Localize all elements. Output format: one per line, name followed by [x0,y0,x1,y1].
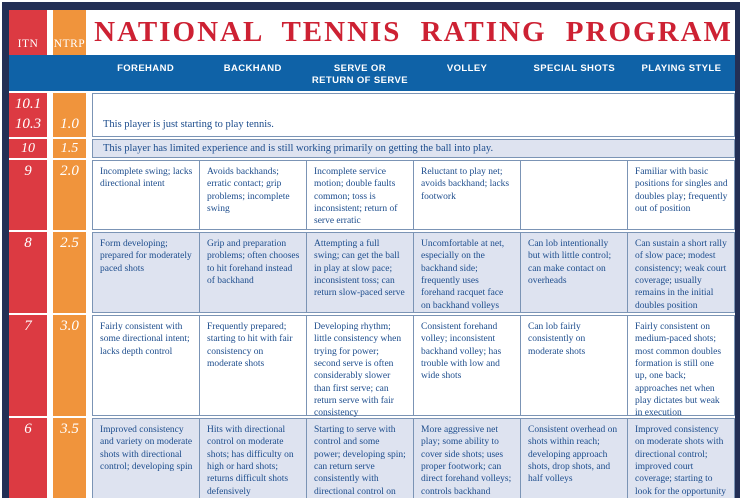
volley-cell: More aggressive net play; some ability t… [414,419,521,498]
forehand-cell: Form developing; prepared for moderately… [93,233,200,312]
ntrp-cell: 3.5 [53,418,86,498]
column-header-label: SERVE OR [333,63,386,74]
special-shots-cell: Can lob fairly consistently on moderate … [521,316,628,415]
special-shots-cell [521,161,628,229]
ntrp-cell: 2.0 [53,160,86,230]
skill-cells: Improved consistency and variety on mode… [92,418,735,498]
special-shots-cell: Consistent overhead on shots within reac… [521,419,628,498]
itn-cell: 7 [9,315,47,416]
column-header-volley: VOLLEY [414,55,521,91]
rating-row-3-0: 7 3.0 Fairly consistent with some direct… [9,315,735,419]
column-header-label: SPECIAL SHOTS [533,63,616,74]
column-header-label: PLAYING STYLE [641,63,722,74]
itn-value: 10 [21,140,35,156]
volley-cell: Reluctant to play net; avoids backhand; … [414,161,521,229]
column-header-label: VOLLEY [446,63,488,74]
playing-style-cell: Familiar with basic positions for single… [635,167,728,215]
column-header-label: FOREHAND [117,63,175,74]
column-header-label-line2: RETURN OF SERVE [311,75,408,87]
playing-style-cell: Fairly consistent on medium-paced shots;… [635,322,722,419]
rating-row-2-5: 8 2.5 Form developing; prepared for mode… [9,232,735,313]
itn-value: 10.3 [14,116,42,132]
column-header-label: BACKHAND [223,63,282,74]
itn-value: 10.1 [14,96,42,112]
itn-cell: 6 [9,418,47,498]
itn-cell: 10.1 10.3 [9,93,47,137]
backhand-cell: Grip and preparation problems; often cho… [200,233,307,312]
backhand-cell: Hits with directional control on moderat… [200,419,307,498]
column-header-backhand: BACKHAND [199,55,306,91]
itn-column-header: ITN [9,10,47,55]
itn-cell: 9 [9,160,47,230]
playing-style-cell: Can sustain a short rally of slow pace; … [635,239,727,311]
column-header-band: FOREHAND BACKHAND SERVE OR RETURN OF SER… [9,55,735,91]
backhand-cell: Avoids backhands; erratic contact; grip … [200,161,307,229]
playing-style-cell: Improved consistency on moderate shots w… [635,425,727,497]
header-band: ITN NTRP NATIONAL TENNIS RATING PROGRAM [9,10,735,55]
ntrp-label: NTRP [53,38,86,50]
forehand-cell: Improved consistency and variety on mode… [93,419,200,498]
serve-cell: Incomplete service motion; double faults… [307,161,414,229]
forehand-cell: Incomplete swing; lacks directional inte… [93,161,200,229]
ntrp-value: 1.5 [60,140,79,156]
serve-cell: Developing rhythm; little consistency wh… [307,316,414,418]
column-header-forehand: FOREHAND [92,55,199,91]
forehand-cell: Fairly consistent with some directional … [93,316,200,415]
itn-cell: 10 [9,139,47,158]
itn-label: ITN [17,38,39,50]
ntrp-cell: 1.5 [53,139,86,158]
volley-cell: Uncomfortable at net, especially on the … [414,233,521,312]
ntrp-cell: 2.5 [53,232,86,313]
title-area: NATIONAL TENNIS RATING PROGRAM [92,10,735,55]
rating-row-1-0: 10.1 10.3 1.0 This player is just starti… [9,93,735,137]
page-title: NATIONAL TENNIS RATING PROGRAM [94,16,733,48]
summary-cell: This player has limited experience and i… [92,139,735,158]
rating-row-1-5: 10 1.5 This player has limited experienc… [9,139,735,158]
skill-cells: Fairly consistent with some directional … [92,315,735,419]
serve-cell: Starting to serve with control and some … [307,419,414,498]
itn-cell: 8 [9,232,47,313]
special-shots-cell: Can lob intentionally but with little co… [521,233,628,312]
rating-row-3-5: 6 3.5 Improved consistency and variety o… [9,418,735,498]
column-header-spacer [9,55,92,91]
ntrp-column-header: NTRP [53,10,86,55]
skill-cells: Incomplete swing; lacks directional inte… [92,160,735,230]
backhand-cell: Frequently prepared; starting to hit wit… [200,316,307,415]
column-header-serve: SERVE OR RETURN OF SERVE [306,55,413,91]
serve-cell: Attempting a full swing; can get the bal… [307,233,414,312]
summary-cell: This player is just starting to play ten… [92,93,735,137]
ntrp-cell: 3.0 [53,315,86,416]
skill-cells: Form developing; prepared for moderately… [92,232,735,313]
rating-rows: 10.1 10.3 1.0 This player is just starti… [9,93,735,498]
column-header-playing-style: PLAYING STYLE [628,55,735,91]
column-header-special-shots: SPECIAL SHOTS [521,55,628,91]
volley-cell: Consistent forehand volley; inconsistent… [414,316,521,415]
ntrp-value: 1.0 [60,116,79,132]
ntrp-cell: 1.0 [53,93,86,137]
rating-row-2-0: 9 2.0 Incomplete swing; lacks directiona… [9,160,735,230]
